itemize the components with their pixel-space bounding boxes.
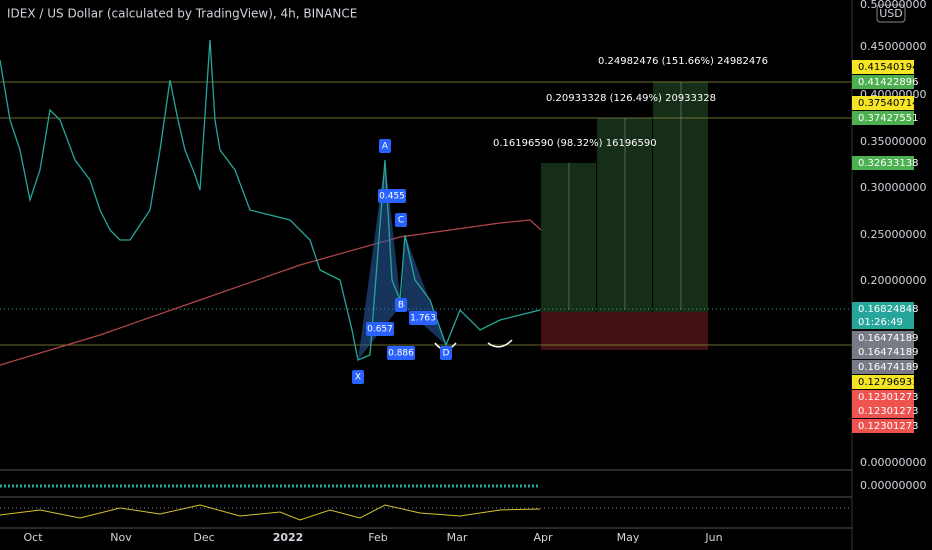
badge-text: 0.41422896 <box>858 77 918 88</box>
time-label: Jun <box>704 531 722 544</box>
price-label: 0.30000000 <box>860 181 926 194</box>
pattern-point-box <box>440 346 452 360</box>
price-badge <box>852 156 914 170</box>
pattern-ratio: 1.763 <box>410 314 436 324</box>
badge-text: 0.37427551 <box>858 113 918 124</box>
price-label: 0.25000000 <box>860 228 926 241</box>
badge-text: 0.41540194 <box>858 62 918 73</box>
price-badge <box>852 331 914 345</box>
badge-text: 0.37540714 <box>858 98 918 109</box>
ratio-box <box>387 346 415 360</box>
pattern-ratio: 0.657 <box>367 325 393 335</box>
target-label: 0.16196590 (98.32%) 16196590 <box>493 138 657 149</box>
chart-layout <box>0 0 853 550</box>
time-label: May <box>617 531 640 544</box>
price-label: 0.20000000 <box>860 274 926 287</box>
pattern-point-box <box>395 298 407 312</box>
price-badge <box>852 315 914 329</box>
badge-text: 0.16824848 <box>858 304 918 315</box>
chart-title: IDEX / US Dollar (calculated by TradingV… <box>7 7 357 21</box>
time-label: 2022 <box>273 531 304 544</box>
ratio-box <box>378 189 406 203</box>
badge-text: 0.12301273 <box>858 421 918 432</box>
time-label: Nov <box>110 531 132 544</box>
pattern-point: C <box>398 216 404 226</box>
price-badge <box>852 302 914 316</box>
badge-text: 0.16474189 <box>858 362 918 373</box>
pattern-ratio: 0.455 <box>379 192 405 202</box>
pattern-point: A <box>382 142 389 152</box>
price-badge <box>852 360 914 374</box>
badge-text: 0.12796931 <box>858 377 918 388</box>
pattern-point-box <box>379 139 391 153</box>
price-badge <box>852 390 914 404</box>
price-label: 0.35000000 <box>860 135 926 148</box>
time-label: Feb <box>368 531 387 544</box>
badge-text: 0.16474189 <box>858 333 918 344</box>
badge-text: 0.16474189 <box>858 347 918 358</box>
target-label: 0.24982476 (151.66%) 24982476 <box>598 56 768 67</box>
currency-label[interactable]: USD <box>879 7 903 20</box>
time-label: Mar <box>447 531 468 544</box>
price-label: 0.00000000 <box>860 479 926 492</box>
pattern-point: B <box>398 301 404 311</box>
target-label: 0.20933328 (126.49%) 20933328 <box>546 93 716 104</box>
price-label: 0.45000000 <box>860 40 926 53</box>
badge-text: 0.32633138 <box>858 158 918 169</box>
price-badge <box>852 375 914 389</box>
badge-text: 0.12301273 <box>858 406 918 417</box>
ratio-box <box>366 322 394 336</box>
pattern-point-box <box>395 213 407 227</box>
ratio-box <box>409 311 437 325</box>
price-badge <box>852 96 914 110</box>
price-label: 0.00000000 <box>860 456 926 469</box>
pattern-ratio: 0.886 <box>388 349 414 359</box>
pattern-point: X <box>355 373 361 383</box>
price-badge <box>852 111 914 125</box>
price-badge <box>852 419 914 433</box>
price-badge <box>852 345 914 359</box>
pattern-point: D <box>443 349 450 359</box>
price-badge <box>852 75 914 89</box>
time-label: Dec <box>193 531 214 544</box>
pattern-point-box <box>352 370 364 384</box>
price-label: 0.50000000 <box>860 0 926 11</box>
badge-text: 01:26:49 <box>858 317 903 328</box>
badge-text: 0.12301273 <box>858 392 918 403</box>
price-badge <box>852 60 914 74</box>
time-label: Oct <box>23 531 43 544</box>
currency-button[interactable] <box>876 4 906 23</box>
badges: 0.41540194 0.41422896 0.37540714 0.37427551… <box>852 60 918 433</box>
time-label: Apr <box>533 531 553 544</box>
price-badge <box>852 404 914 418</box>
